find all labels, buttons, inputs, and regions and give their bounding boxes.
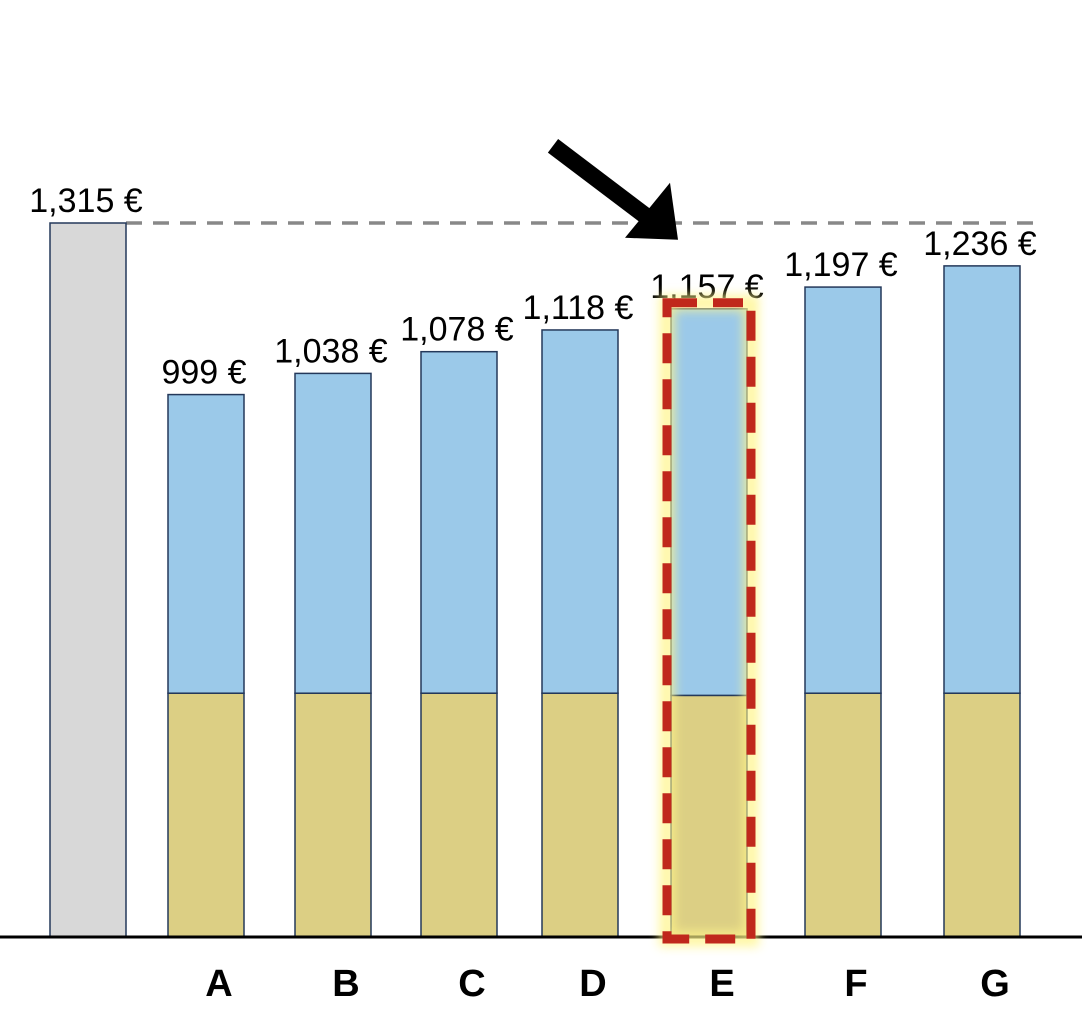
bar-segment-B-0 <box>294 692 372 938</box>
highlight-box <box>662 298 756 944</box>
category-label-A: A <box>205 963 232 1005</box>
category-label-E: E <box>709 963 734 1005</box>
bar-segment-C-1 <box>420 350 498 694</box>
bar-segment-reference-2 <box>49 222 127 938</box>
value-label-C: 1,078 € <box>400 311 514 349</box>
value-label-A: 999 € <box>161 354 246 392</box>
value-label-G: 1,236 € <box>923 225 1037 263</box>
value-label-F: 1,197 € <box>784 246 898 284</box>
value-label-D: 1,118 € <box>523 289 634 327</box>
bar-segment-G-1 <box>943 265 1021 694</box>
category-label-F: F <box>844 963 867 1005</box>
bar-segment-E-1 <box>670 308 748 697</box>
bar-segment-F-1 <box>804 286 882 694</box>
category-label-C: C <box>458 963 485 1005</box>
bar-segment-D-0 <box>541 692 619 938</box>
bar-segment-A-0 <box>167 692 245 938</box>
bar-segment-D-1 <box>541 329 619 694</box>
value-label-reference: 1,315 € <box>29 182 143 220</box>
bar-segment-C-0 <box>420 692 498 938</box>
bar-segment-E-0 <box>670 694 748 938</box>
category-label-D: D <box>579 963 606 1005</box>
value-label-B: 1,038 € <box>274 332 388 370</box>
category-label-B: B <box>332 963 359 1005</box>
bar-segment-B-1 <box>294 372 372 694</box>
bar-segment-G-0 <box>943 692 1021 938</box>
highlight-arrow-icon <box>547 139 678 240</box>
category-label-G: G <box>980 963 1010 1005</box>
bar-segment-A-1 <box>167 393 245 694</box>
bar-segment-F-0 <box>804 692 882 938</box>
